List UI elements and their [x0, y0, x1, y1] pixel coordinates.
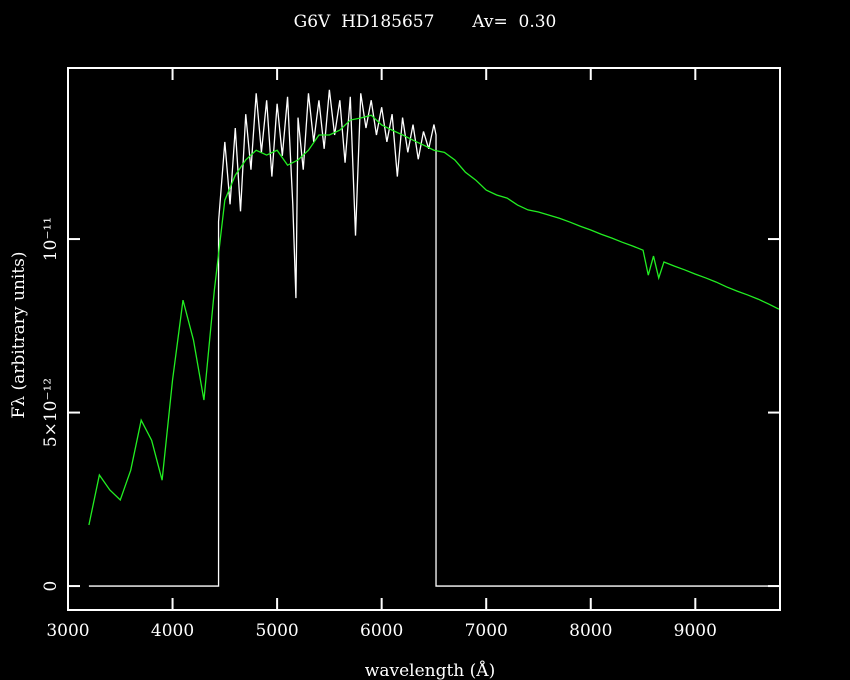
x-tick-label: 3000	[46, 621, 89, 641]
x-tick-label: 8000	[569, 621, 612, 641]
y-axis-label: Fλ (arbitrary units)	[9, 252, 29, 419]
x-tick-label: 4000	[151, 621, 194, 641]
spectrum-line	[88, 89, 779, 587]
x-tick-label: 9000	[674, 621, 717, 641]
x-tick-label: 6000	[360, 621, 403, 641]
x-tick-label: 7000	[465, 621, 508, 641]
chart-title: G6V HD185657 Av= 0.30	[294, 12, 557, 32]
y-tick-label: 5×10⁻¹²	[41, 378, 61, 447]
x-axis-label: wavelength (Å)	[365, 660, 495, 680]
y-tick-label: 0	[41, 581, 61, 592]
x-tick-label: 5000	[255, 621, 298, 641]
y-tick-label: 10⁻¹¹	[41, 217, 61, 261]
spectrum-line	[88, 114, 780, 526]
plot-frame	[67, 67, 781, 611]
